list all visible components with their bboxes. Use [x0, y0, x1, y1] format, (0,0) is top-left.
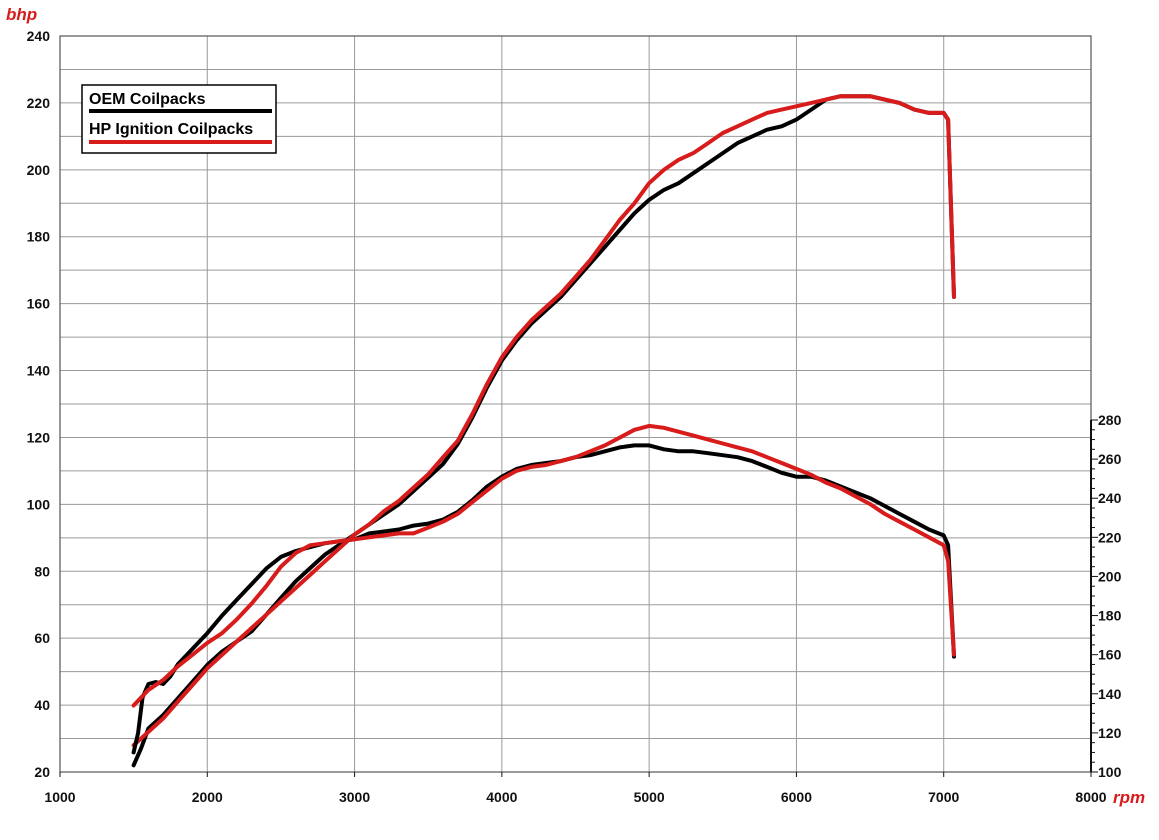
right-tick-label: 140 [1098, 686, 1122, 702]
y-tick-label: 60 [34, 630, 50, 646]
right-tick-label: 200 [1098, 568, 1122, 584]
y-tick-label: 100 [27, 496, 51, 512]
right-tick-label: 240 [1098, 490, 1122, 506]
grid [59, 35, 1092, 773]
right-axis-ticks: 100 120 140 160 180 200 220 240 260 280 [1091, 412, 1122, 780]
x-tick-label: 6000 [781, 789, 812, 805]
right-tick-label: 160 [1098, 647, 1122, 663]
y-tick-label: 120 [27, 429, 51, 445]
hp-right-curve [131, 423, 956, 708]
x-tick-label: 1000 [44, 789, 75, 805]
right-tick-label: 260 [1098, 451, 1122, 467]
legend: OEM Coilpacks HP Ignition Coilpacks [81, 84, 277, 154]
x-unit-label: rpm [1113, 788, 1145, 807]
y-tick-label: 160 [27, 296, 51, 312]
y-tick-label: 180 [27, 229, 51, 245]
plot-frame [59, 35, 1092, 773]
x-tick-label: 8000 [1075, 789, 1106, 805]
x-tick-label: 7000 [928, 789, 959, 805]
legend-label-hp: HP Ignition Coilpacks [89, 121, 253, 138]
y-tick-label: 80 [34, 563, 50, 579]
x-tick-label: 4000 [486, 789, 517, 805]
right-tick-label: 280 [1098, 412, 1122, 428]
y-tick-label: 40 [34, 697, 50, 713]
right-tick-label: 120 [1098, 725, 1122, 741]
y-tick-label: 200 [27, 162, 51, 178]
y-tick-label: 220 [27, 95, 51, 111]
y-axis-ticks: 20 40 60 80 100 120 140 160 180 200 220 240 [27, 28, 51, 780]
x-tick-label: 5000 [634, 789, 665, 805]
y-tick-label: 140 [27, 363, 51, 379]
y-tick-label: 20 [34, 764, 50, 780]
series-lines [131, 94, 956, 768]
legend-label-oem: OEM Coilpacks [89, 91, 206, 108]
y-unit-label: bhp [6, 5, 37, 24]
x-axis-ticks: 1000 2000 3000 4000 5000 6000 7000 8000 [44, 772, 1107, 805]
oem-left-curve [131, 94, 956, 768]
right-tick-label: 100 [1098, 764, 1122, 780]
right-tick-label: 180 [1098, 608, 1122, 624]
right-tick-label: 220 [1098, 529, 1122, 545]
hp-left-curve [131, 94, 956, 748]
x-tick-label: 3000 [339, 789, 370, 805]
y-tick-label: 240 [27, 28, 51, 44]
x-tick-label: 2000 [192, 789, 223, 805]
